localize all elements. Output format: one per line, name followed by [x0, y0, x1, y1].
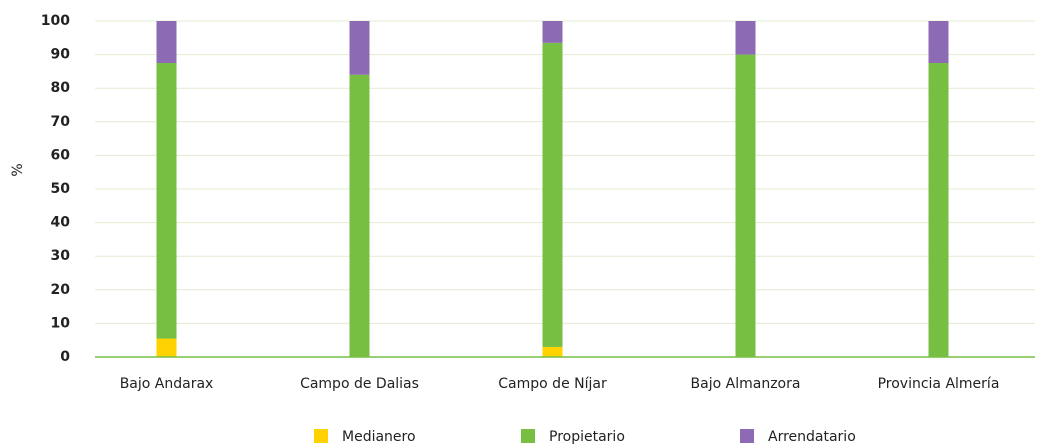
bar-segment — [156, 63, 177, 339]
bar-segment — [542, 346, 563, 357]
y-tick-label: 40 — [51, 215, 71, 231]
y-axis-label: % — [10, 163, 26, 176]
y-tick-label: 50 — [51, 181, 71, 197]
legend-swatch — [314, 429, 328, 443]
y-tick-label: 30 — [51, 248, 71, 264]
y-tick-label: 100 — [41, 13, 70, 29]
bar-segment — [542, 21, 563, 43]
legend-label: Arrendatario — [768, 429, 856, 445]
bar-segment — [349, 74, 370, 357]
bar-segment — [156, 338, 177, 357]
y-tick-label: 90 — [51, 47, 71, 63]
legend-swatch — [521, 429, 535, 443]
x-tick-label: Campo de Níjar — [498, 376, 607, 392]
y-tick-label: 20 — [51, 282, 71, 298]
legend-swatch — [740, 429, 754, 443]
bar-segment — [349, 21, 370, 75]
bar-segment — [928, 63, 949, 357]
x-tick-label: Bajo Almanzora — [691, 376, 801, 392]
y-tick-label: 80 — [51, 80, 71, 96]
bar-segment — [735, 54, 756, 357]
x-tick-label: Provincia Almería — [878, 376, 1000, 392]
bar-segment — [928, 21, 949, 63]
x-tick-label: Campo de Dalias — [300, 376, 419, 392]
bar-segment — [542, 42, 563, 347]
legend-label: Medianero — [342, 429, 416, 445]
x-tick-label: Bajo Andarax — [120, 376, 214, 392]
y-tick-label: 10 — [51, 315, 71, 331]
y-tick-label: 0 — [60, 349, 70, 365]
legend-label: Propietario — [549, 429, 625, 445]
y-tick-label: 60 — [51, 147, 71, 163]
bar-segment — [156, 21, 177, 63]
y-tick-label: 70 — [51, 114, 71, 130]
bar-segment — [735, 21, 756, 55]
